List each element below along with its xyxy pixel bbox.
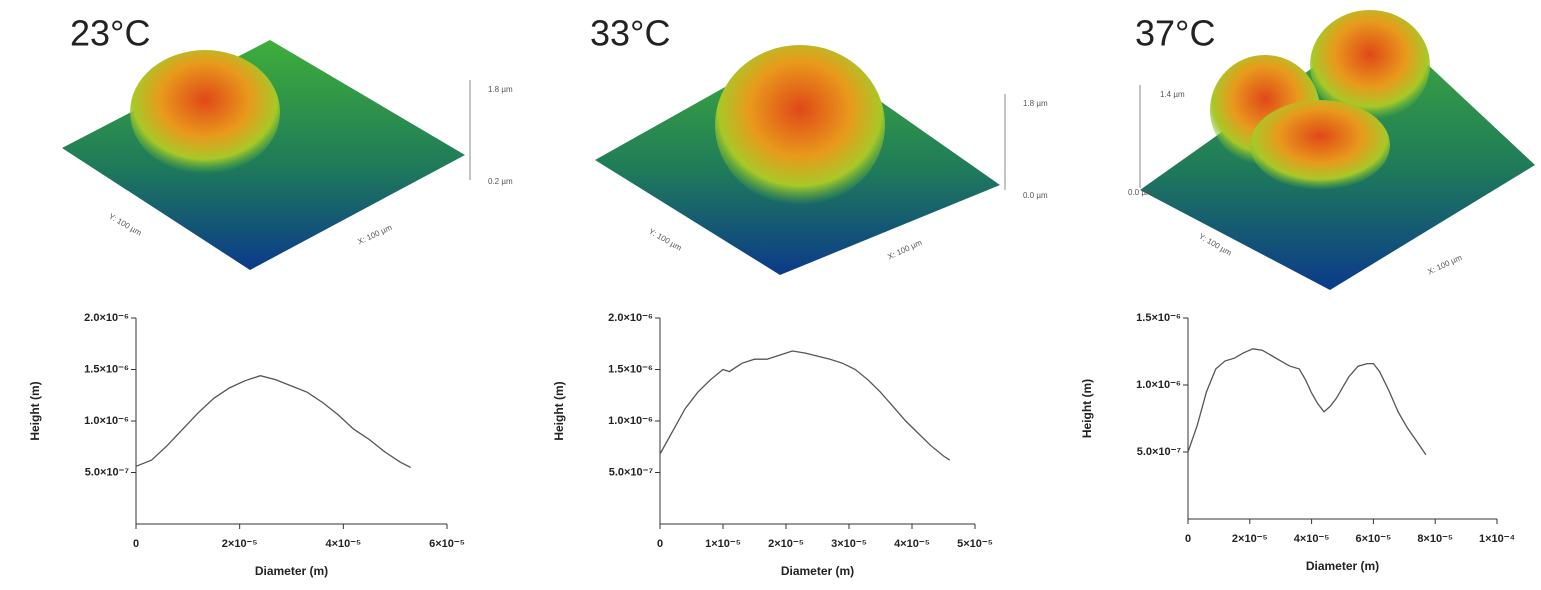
x-tick-label: 5×10⁻⁵ bbox=[957, 538, 993, 550]
panel-title: 33°C bbox=[590, 13, 670, 54]
x-axis-label: Diameter (m) bbox=[1306, 559, 1379, 573]
x-axis-label: Diameter (m) bbox=[781, 564, 854, 578]
x-tick-label: 2×10⁻⁵ bbox=[768, 538, 804, 550]
surface-label: 0.0 µm bbox=[1023, 191, 1048, 200]
y-axis-label: Height (m) bbox=[552, 381, 566, 440]
x-tick-label: 1×10⁻⁵ bbox=[705, 538, 741, 550]
x-tick-label: 2×10⁻⁵ bbox=[222, 538, 258, 550]
x-tick-label: 4×10⁻⁵ bbox=[325, 538, 361, 550]
x-tick-label: 1×10⁻⁴ bbox=[1479, 533, 1515, 545]
x-tick-label: 0 bbox=[1185, 533, 1191, 545]
x-tick-label: 0 bbox=[133, 538, 139, 550]
data-line bbox=[659, 350, 951, 461]
y-tick-label: 2.0×10⁻⁶ bbox=[84, 312, 129, 324]
data-line bbox=[1187, 348, 1427, 456]
surface-2 bbox=[595, 45, 1006, 275]
x-tick-label: 2×10⁻⁵ bbox=[1232, 533, 1268, 545]
y-tick-label: 2.0×10⁻⁶ bbox=[608, 312, 653, 324]
data-line bbox=[135, 375, 411, 468]
surface-1 bbox=[62, 40, 471, 270]
y-tick-label: 1.5×10⁻⁶ bbox=[608, 363, 653, 375]
x-axis-label: Diameter (m) bbox=[255, 564, 328, 578]
surface-3 bbox=[1139, 10, 1535, 290]
x-tick-label: 4×10⁻⁵ bbox=[894, 538, 930, 550]
y-tick-label: 1.5×10⁻⁶ bbox=[84, 363, 129, 375]
surface-label: Y: 100 µm bbox=[647, 227, 683, 253]
surface-label: 1.8 µm bbox=[1023, 99, 1048, 108]
surface-label: Y: 100 µm bbox=[107, 212, 143, 238]
panel-title: 23°C bbox=[70, 13, 150, 54]
y-tick-label: 1.0×10⁻⁶ bbox=[84, 415, 129, 427]
y-tick-label: 5.0×10⁻⁷ bbox=[85, 466, 130, 478]
x-tick-label: 3×10⁻⁵ bbox=[831, 538, 867, 550]
y-tick-label: 5.0×10⁻⁷ bbox=[609, 466, 654, 478]
y-tick-label: 1.0×10⁻⁶ bbox=[1136, 379, 1181, 391]
y-tick-label: 1.0×10⁻⁶ bbox=[608, 415, 653, 427]
y-tick-label: 5.0×10⁻⁷ bbox=[1137, 446, 1182, 458]
surface-label: X: 100 µm bbox=[886, 238, 923, 262]
y-tick-label: 1.5×10⁻⁶ bbox=[1136, 312, 1181, 324]
surface-label: X: 100 µm bbox=[356, 223, 393, 247]
x-tick-label: 4×10⁻⁵ bbox=[1294, 533, 1330, 545]
y-axis-label: Height (m) bbox=[1080, 379, 1094, 438]
x-tick-label: 6×10⁻⁵ bbox=[429, 538, 465, 550]
y-axis-label: Height (m) bbox=[28, 381, 42, 440]
x-tick-label: 6×10⁻⁵ bbox=[1356, 533, 1392, 545]
surface-label: X: 100 µm bbox=[1426, 253, 1463, 277]
x-tick-label: 8×10⁻⁵ bbox=[1417, 533, 1453, 545]
surface-label: 0.2 µm bbox=[488, 177, 513, 186]
surface-label: 0.0 µm bbox=[1128, 188, 1153, 197]
surface-label: 1.4 µm bbox=[1160, 90, 1185, 99]
x-tick-label: 0 bbox=[657, 538, 663, 550]
panel-title: 37°C bbox=[1135, 13, 1215, 54]
surface-label: 1.8 µm bbox=[488, 85, 513, 94]
